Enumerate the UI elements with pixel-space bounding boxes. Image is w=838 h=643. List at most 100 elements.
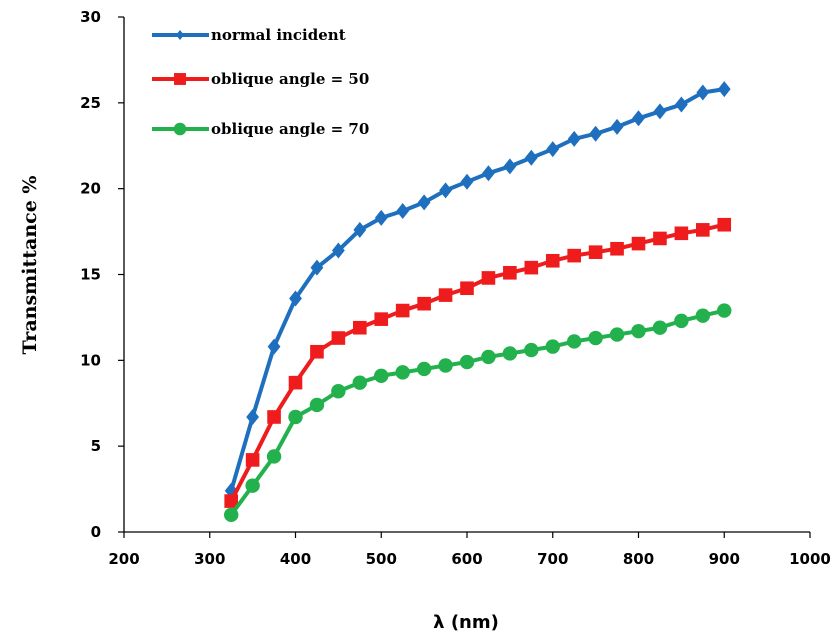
data-point (588, 330, 603, 346)
data-point (223, 507, 239, 523)
data-point (717, 81, 731, 98)
legend-marker (176, 30, 184, 40)
data-point (652, 320, 668, 335)
series-2 (224, 217, 732, 508)
data-point (417, 296, 431, 311)
legend-label: oblique angle = 50 (211, 70, 369, 88)
y-tick-label: 15 (80, 266, 101, 284)
series-layer (223, 81, 732, 523)
data-point (589, 125, 603, 142)
data-point (267, 410, 281, 424)
x-tick-label: 500 (366, 550, 397, 568)
data-point (331, 331, 346, 345)
data-point (310, 259, 324, 276)
data-point (609, 327, 625, 342)
data-point (696, 84, 710, 101)
data-point (567, 248, 581, 263)
y-tick-label: 10 (80, 351, 101, 369)
legend-item-2: oblique angle = 50 (152, 70, 369, 88)
legend-label: normal incident (211, 26, 346, 44)
data-point (246, 408, 260, 425)
data-point (653, 231, 667, 246)
y-tick-label: 30 (80, 8, 101, 26)
data-point (481, 271, 496, 285)
data-point (717, 303, 732, 318)
data-point (395, 365, 410, 380)
data-point (309, 397, 325, 413)
data-point (396, 202, 410, 219)
data-point (438, 358, 453, 373)
legend: normal incident oblique angle = 50 oblique… (152, 26, 369, 138)
data-point (653, 103, 667, 120)
data-point (438, 288, 453, 302)
data-point (610, 118, 624, 135)
x-tick-label: 900 (709, 550, 740, 568)
data-point (566, 334, 582, 349)
series-1 (224, 81, 731, 499)
data-point (632, 110, 645, 127)
x-tick-label: 600 (451, 550, 482, 568)
data-point (439, 182, 452, 199)
data-point (674, 96, 688, 113)
data-point (245, 478, 260, 493)
data-point (459, 354, 475, 370)
x-tick-label: 200 (108, 550, 139, 568)
data-point (288, 409, 303, 425)
data-point (417, 194, 431, 211)
data-point (353, 320, 367, 335)
y-tick-label: 5 (91, 437, 101, 455)
data-point (374, 368, 389, 383)
data-point (503, 158, 517, 175)
data-point (631, 236, 646, 251)
data-point (395, 303, 410, 318)
data-point (588, 245, 603, 259)
data-point (482, 165, 495, 182)
data-point (546, 141, 560, 158)
y-tick-label: 25 (80, 94, 101, 112)
data-point (503, 265, 517, 280)
data-point (545, 339, 560, 354)
data-point (331, 242, 345, 259)
data-point (266, 449, 282, 464)
series-3 (223, 303, 732, 523)
data-point (374, 312, 389, 326)
x-axis-title: λ (nm) (433, 612, 499, 633)
series-line (229, 87, 725, 492)
data-point (696, 223, 710, 237)
data-point (481, 349, 496, 365)
y-axis-title: Transmittance % (19, 176, 41, 355)
data-point (717, 217, 732, 232)
x-tick-label: 1000 (789, 550, 831, 568)
axes: 0 5 10 15 20 25 30 200 300 400 500 600 700 800 900 1000 (80, 8, 831, 568)
data-point (352, 375, 368, 390)
data-point (331, 384, 346, 399)
data-point (524, 260, 539, 275)
legend-item-1: normal incident (152, 26, 346, 44)
data-point (310, 344, 324, 359)
series-line (229, 308, 725, 517)
data-point (695, 308, 711, 323)
y-tick-label: 0 (91, 523, 101, 541)
data-point (416, 361, 432, 377)
data-point (245, 453, 260, 467)
x-tick-label: 700 (537, 550, 568, 568)
legend-marker (173, 122, 187, 136)
data-point (567, 130, 581, 147)
data-point (524, 342, 539, 358)
series-line (229, 222, 725, 503)
data-point (460, 281, 474, 296)
data-point (289, 290, 302, 307)
data-point (610, 241, 624, 256)
data-point (460, 173, 474, 190)
data-point (288, 375, 303, 390)
x-tick-label: 400 (280, 550, 311, 568)
data-point (353, 221, 367, 238)
data-point (674, 313, 689, 329)
data-point (524, 149, 538, 166)
x-tick-label: 300 (194, 550, 225, 568)
legend-marker (174, 73, 186, 85)
data-point (267, 338, 281, 355)
data-point (502, 346, 518, 361)
x-tick-label: 800 (623, 550, 654, 568)
